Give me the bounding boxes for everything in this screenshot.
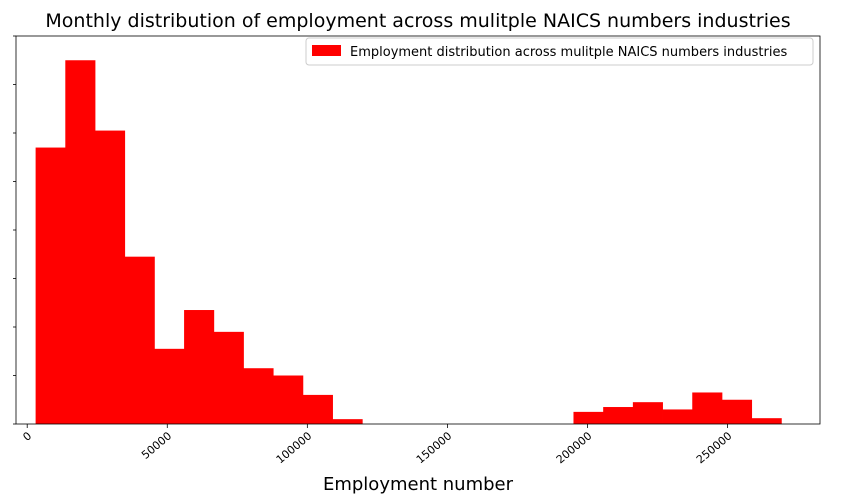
histogram-bar-6 — [213, 331, 244, 424]
legend: Employment distribution across mulitple … — [305, 37, 814, 66]
x-tick-label-2: 100000 — [274, 429, 315, 466]
chart-title: Monthly distribution of employment acros… — [45, 10, 790, 32]
histogram-bar-10 — [332, 419, 363, 424]
histogram-bar-3 — [124, 256, 155, 424]
histogram-bar-15 — [692, 392, 723, 424]
histogram-bar-13 — [632, 402, 663, 424]
x-tick-label-0: 0 — [20, 429, 34, 443]
histogram-bar-2 — [94, 130, 126, 424]
x-tick-label-1: 50000 — [139, 429, 174, 461]
x-axis-ticks: 0 50000 100000 150000 200000 250000 — [20, 424, 734, 466]
histogram-bar-12 — [603, 407, 634, 424]
x-axis-label: Employment number — [323, 474, 514, 495]
histogram-bar-7 — [243, 368, 274, 424]
histogram-bar-0 — [35, 147, 66, 425]
histogram-bar-1 — [65, 60, 96, 424]
legend-label: Employment distribution across mulitple … — [350, 45, 787, 60]
histogram-bar-11 — [573, 411, 604, 424]
bars-group — [35, 60, 782, 425]
x-tick-label-3: 150000 — [414, 429, 455, 466]
histogram-bar-4 — [154, 348, 185, 424]
legend-box — [305, 37, 814, 66]
x-tick-label-4: 200000 — [554, 429, 595, 466]
histogram-bar-5 — [184, 310, 215, 424]
x-tick-label-5: 250000 — [694, 429, 735, 466]
histogram-bar-14 — [662, 409, 693, 424]
histogram-bar-17 — [751, 418, 782, 424]
histogram-bar-16 — [721, 399, 753, 424]
histogram-bar-9 — [302, 394, 333, 424]
legend-swatch — [312, 45, 341, 56]
histogram-bar-8 — [273, 375, 304, 424]
y-axis-ticks — [13, 35, 16, 425]
